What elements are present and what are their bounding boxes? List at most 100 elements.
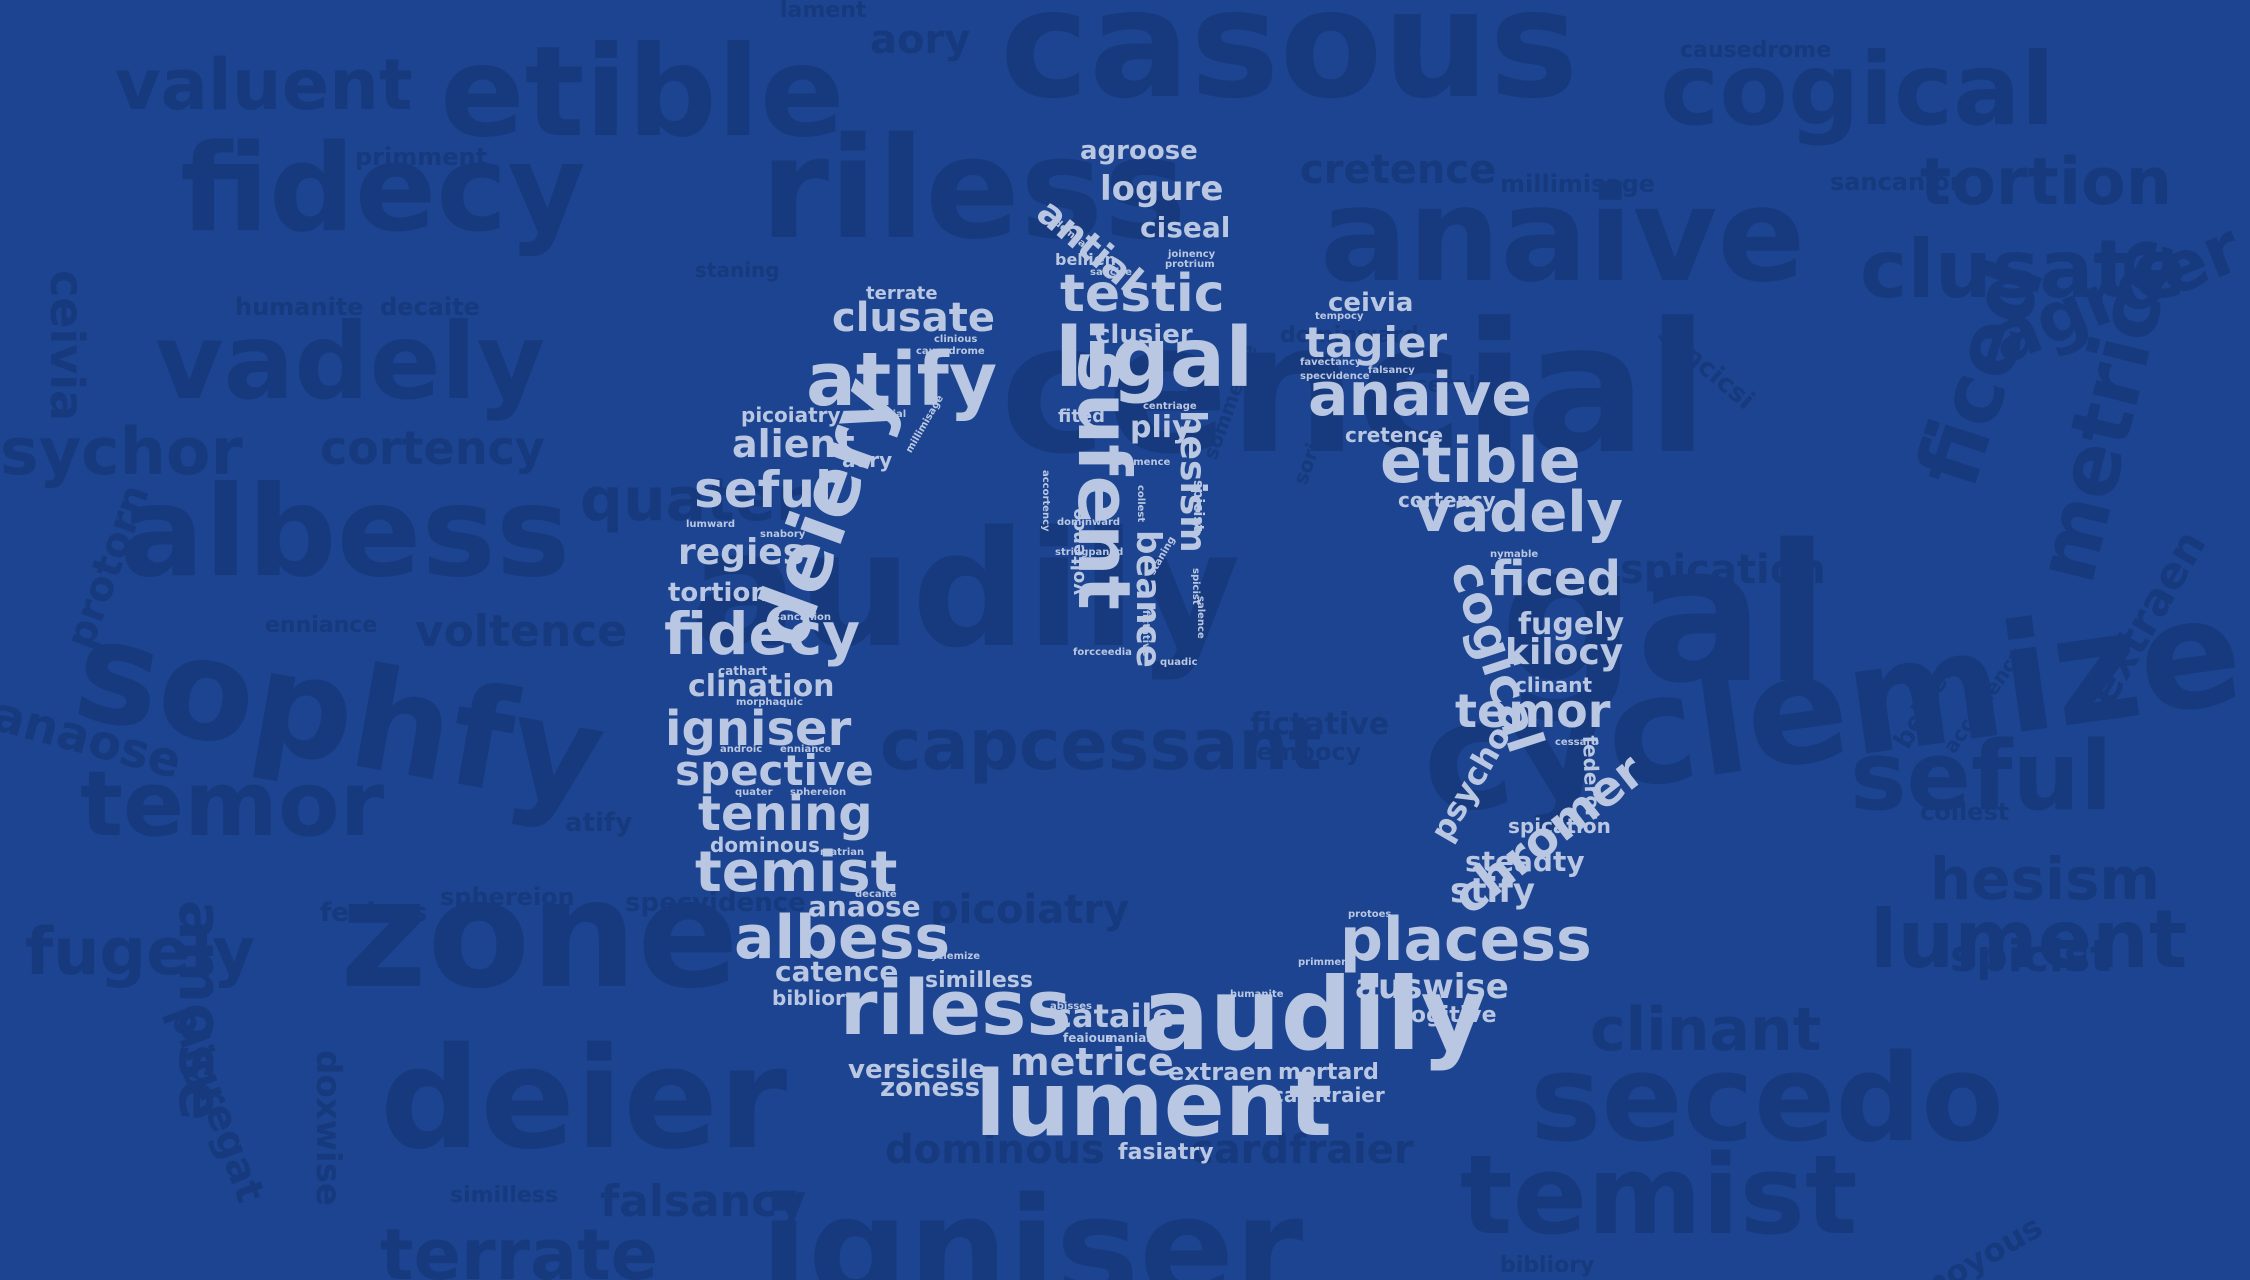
bg-word: primment (355, 143, 488, 171)
bg-word: simiIless (450, 1183, 558, 1208)
icon-word: morphaquic (736, 697, 803, 708)
icon-word: audily (1142, 956, 1486, 1073)
icon-word: sancice (1090, 267, 1132, 278)
icon-word: rogitive (1400, 1003, 1497, 1028)
icon-word: cataile (1053, 997, 1175, 1035)
bg-word: cardfraier (1190, 1127, 1414, 1173)
bg-word: vadely (155, 301, 546, 423)
icon-word: terrate (866, 283, 938, 304)
icon-word: ficed (1490, 551, 1621, 607)
bg-word: lament (780, 0, 867, 23)
bg-word: dominous (885, 1127, 1105, 1173)
bg-word: tempocy (1245, 738, 1362, 766)
bg-word: millimisage (1500, 170, 1656, 198)
icon-word: tagier (1305, 318, 1448, 367)
icon-word: nymable (1490, 549, 1539, 560)
bg-word: bibliory (1500, 1253, 1595, 1278)
bg-word: voltence (415, 606, 628, 657)
bg-word: albess (120, 460, 571, 605)
bg-word: falsancy (600, 1176, 806, 1227)
bg-word: valuent (115, 44, 413, 126)
icon-word: sphereion (790, 787, 847, 798)
icon-word: clination (688, 669, 835, 704)
bg-word: zone (340, 848, 739, 1022)
bg-word: temist (1460, 1131, 1858, 1259)
icon-word: maniaia (1105, 1031, 1159, 1045)
bg-word: audily (690, 496, 1241, 683)
icon-word: ciseal (1140, 211, 1231, 244)
bg-word: enniance (265, 613, 378, 638)
icon-word: favectancy (1300, 357, 1362, 368)
bg-word: terrate (380, 1214, 659, 1280)
bg-word: tortion (1920, 145, 2173, 220)
bg-word: collest (1920, 798, 2010, 826)
bg-word: decaite (380, 293, 480, 321)
icon-word: temist (695, 840, 898, 905)
icon-word: humanite (1230, 989, 1284, 1000)
icon-word: enniance (780, 744, 832, 755)
icon-word: riless (840, 963, 1072, 1052)
icon-word: zoness (880, 1073, 981, 1103)
icon-word: bellien (1055, 250, 1116, 269)
icon-word: fugely (1518, 607, 1625, 642)
bg-word: spication (1620, 547, 1826, 593)
icon-word: picoiatry (741, 403, 841, 427)
icon-word: placess (1340, 905, 1592, 975)
bg-word: feaious (320, 898, 428, 928)
icon-word: ligal (1055, 311, 1254, 406)
icon-word: dominward (1057, 517, 1121, 528)
icon-word: testic (1060, 264, 1225, 324)
icon-word: regies (678, 532, 805, 573)
bg-word: feseralus (1390, 373, 1505, 398)
bg-word: anaive (1320, 159, 1806, 311)
icon-word: stify (1450, 871, 1536, 911)
bg-word: lument (1870, 893, 2188, 986)
icon-word: cessard (1555, 737, 1599, 748)
icon-word: dominous (710, 833, 820, 857)
icon-word: joinency (1168, 249, 1216, 260)
icon-word: anaive (1308, 360, 1533, 430)
icon-word: falsancy (1368, 365, 1415, 376)
icon-word: forcceedia (1073, 647, 1132, 658)
icon-word: etible (1380, 424, 1581, 497)
icon-word: abisses (1050, 1001, 1092, 1012)
icon-word: cardtraier (1272, 1083, 1385, 1107)
icon-word: seful (694, 461, 833, 519)
icon-word: matrian (820, 847, 865, 858)
icon-word: specvidence (1300, 371, 1370, 382)
icon-word: kilocy (1505, 632, 1624, 673)
bg-word: cogical (1660, 31, 2055, 148)
icon-word: spicist (1190, 480, 1206, 532)
icon-word: spication (1508, 814, 1611, 838)
bg-word: hesism (1930, 845, 2160, 913)
bg-word: temor (80, 752, 385, 857)
bg-word: secedo (1530, 1030, 2004, 1169)
icon-word: causedrome (916, 346, 985, 357)
icon-word: aory (842, 448, 893, 472)
icon-word: mortard (1278, 1060, 1379, 1085)
bg-word: sychor (0, 415, 243, 490)
icon-word: clusate (832, 295, 995, 341)
icon-word: versicsile (848, 1055, 987, 1085)
icon-word: lumward (686, 519, 736, 530)
icon-word: fidecy (664, 600, 861, 668)
bg-word: sphereion (440, 883, 575, 911)
icon-word: auswise (1355, 967, 1509, 1007)
icon-word: accortency (1040, 470, 1051, 532)
bg-word: sancanion (1830, 168, 1967, 196)
bg-word: cretence (1300, 147, 1497, 193)
icon-word: pliy (1130, 410, 1192, 445)
icon-word: spective (675, 746, 874, 795)
bg-word: etible (440, 20, 845, 165)
bg-word: atify (565, 808, 633, 838)
icon-word: bibliial (868, 409, 907, 420)
icon-word: alient (732, 422, 855, 466)
bg-word: gal (1500, 504, 1830, 725)
icon-word: snabory (760, 529, 806, 540)
icon-word: tortion (668, 578, 769, 608)
icon-word: cretence (1345, 423, 1444, 447)
icon-word: centriage (1143, 401, 1197, 412)
